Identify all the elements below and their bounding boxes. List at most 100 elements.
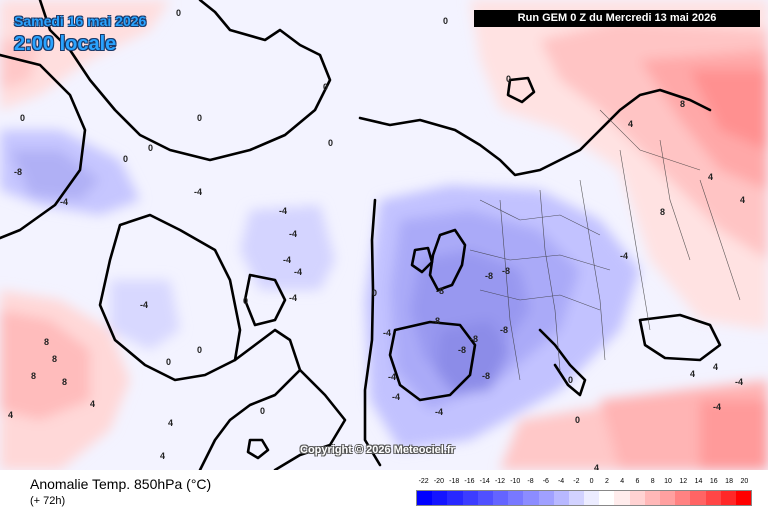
anomaly-label: 0 <box>443 16 448 26</box>
anomaly-label: -8 <box>482 371 490 381</box>
anomaly-label: 0 <box>372 288 377 298</box>
model-run-info: Run GEM 0 Z du Mercredi 13 mai 2026 <box>474 10 760 27</box>
color-scale-swatch <box>584 491 600 505</box>
color-scale-label: 6 <box>635 478 640 485</box>
color-scale-label: 12 <box>679 478 688 485</box>
anomaly-label: -4 <box>620 251 628 261</box>
anomaly-label: 0 <box>575 415 580 425</box>
color-scale-label: 0 <box>589 478 594 485</box>
temperature-anomaly-map: 0 0 0 0 0 0 0 0 -8 -4 -4 -4 -4 -4 -4 -4 … <box>0 0 768 470</box>
color-scale-label: -20 <box>433 478 444 485</box>
anomaly-label: 8 <box>44 337 49 347</box>
anomaly-label: 8 <box>62 377 67 387</box>
color-scale-label: -12 <box>494 478 506 485</box>
anomaly-label: 0 <box>166 357 171 367</box>
anomaly-label: -4 <box>392 392 400 402</box>
anomaly-labels: 0 0 0 0 0 0 0 0 -8 -4 -4 -4 -4 -4 -4 -4 … <box>8 8 745 470</box>
anomaly-label: -4 <box>289 293 297 303</box>
anomaly-label: -4 <box>60 197 68 207</box>
anomaly-label: -4 <box>735 377 743 387</box>
color-scale-label: 14 <box>694 478 703 485</box>
anomaly-label: 0 <box>123 154 128 164</box>
anomaly-label: -8 <box>470 334 478 344</box>
color-scale-label: -22 <box>418 478 429 485</box>
forecast-date: Samedi 16 mai 2026 <box>14 13 147 29</box>
color-scale-label: -6 <box>542 478 549 485</box>
color-scale-label: -2 <box>573 478 580 485</box>
color-scale-swatch <box>660 491 676 505</box>
anomaly-label: 0 <box>197 113 202 123</box>
color-scale-swatch <box>432 491 448 505</box>
color-scale: -22 -20 -18 -16 -14 -12 -10 -8 -6 -4 -2 0 2 4 6 8 10 12 14… <box>416 478 752 508</box>
anomaly-label: 4 <box>713 362 718 372</box>
anomaly-label: 4 <box>690 369 695 379</box>
anomaly-label: -8 <box>14 167 22 177</box>
color-scale-swatch <box>735 491 752 505</box>
anomaly-label: -4 <box>283 255 291 265</box>
color-scale-label: -10 <box>510 478 521 485</box>
anomaly-label: 8 <box>31 371 36 381</box>
color-scale-label: -16 <box>464 478 475 485</box>
anomaly-label: 4 <box>628 119 633 129</box>
variable-title: Anomalie Temp. 850hPa (°C) <box>30 476 212 492</box>
color-scale-swatch <box>523 491 539 505</box>
anomaly-label: 8 <box>52 354 57 364</box>
forecast-local-time: 2:00 locale <box>14 33 117 55</box>
color-scale-swatch <box>705 491 721 505</box>
color-scale-label: 4 <box>620 478 625 485</box>
anomaly-label: 4 <box>8 410 13 420</box>
anomaly-label: -4 <box>279 206 287 216</box>
anomaly-label: -4 <box>713 402 721 412</box>
anomaly-label: 4 <box>160 451 165 461</box>
color-scale-swatch <box>599 491 615 505</box>
anomaly-label: -4 <box>289 229 297 239</box>
anomaly-label: 4 <box>708 172 713 182</box>
legend-footer: Anomalie Temp. 850hPa (°C) (+ 72h) -22 -2… <box>0 470 768 512</box>
color-scale-labels: -22 -20 -18 -16 -14 -12 -10 -8 -6 -4 -2 0 2 4 6 8 10 12 14… <box>416 478 752 488</box>
anomaly-label: -8 <box>436 286 444 296</box>
anomaly-label: -8 <box>458 345 466 355</box>
anomaly-label: 4 <box>90 399 95 409</box>
color-scale-swatch <box>614 491 630 505</box>
color-scale-label: -4 <box>557 478 565 485</box>
anomaly-label: 0 <box>568 375 573 385</box>
anomaly-label: -8 <box>500 325 508 335</box>
anomaly-label: 8 <box>680 99 685 109</box>
anomaly-label: -4 <box>194 187 202 197</box>
anomaly-label: -8 <box>432 316 440 326</box>
anomaly-label: 0 <box>243 296 248 306</box>
color-scale-swatch <box>508 491 524 505</box>
anomaly-label: 0 <box>323 82 328 92</box>
anomaly-label: -4 <box>383 328 391 338</box>
color-scale-swatch <box>629 491 645 505</box>
color-scale-label: -14 <box>479 478 490 485</box>
anomaly-label: 8 <box>660 207 665 217</box>
color-scale-swatch <box>477 491 493 505</box>
color-scale-swatch <box>644 491 660 505</box>
color-scale-label: -8 <box>527 478 534 485</box>
anomaly-label: 0 <box>148 143 153 153</box>
coastlines <box>0 0 722 470</box>
anomaly-label: -4 <box>435 407 443 417</box>
anomaly-label: -4 <box>388 372 396 382</box>
anomaly-label: 0 <box>197 345 202 355</box>
lead-time: (+ 72h) <box>30 495 66 507</box>
anomaly-label: 4 <box>594 463 599 470</box>
color-scale-bar <box>416 490 752 506</box>
anomaly-label: 4 <box>168 418 173 428</box>
anomaly-label: 0 <box>506 74 511 84</box>
color-scale-label: 10 <box>664 478 672 485</box>
color-scale-label: 16 <box>709 478 718 485</box>
color-scale-swatch <box>675 491 691 505</box>
color-scale-swatch <box>720 491 736 505</box>
anomaly-label: -4 <box>140 300 148 310</box>
copyright-notice: Copyright © 2026 Meteociel.fr <box>300 444 455 456</box>
color-scale-label: 20 <box>740 478 749 485</box>
anomaly-label: -8 <box>502 266 510 276</box>
anomaly-label: 0 <box>176 8 181 18</box>
anomaly-label: -8 <box>485 271 493 281</box>
color-scale-swatch <box>553 491 569 505</box>
color-scale-label: 2 <box>604 478 609 485</box>
color-scale-label: 18 <box>725 478 733 485</box>
